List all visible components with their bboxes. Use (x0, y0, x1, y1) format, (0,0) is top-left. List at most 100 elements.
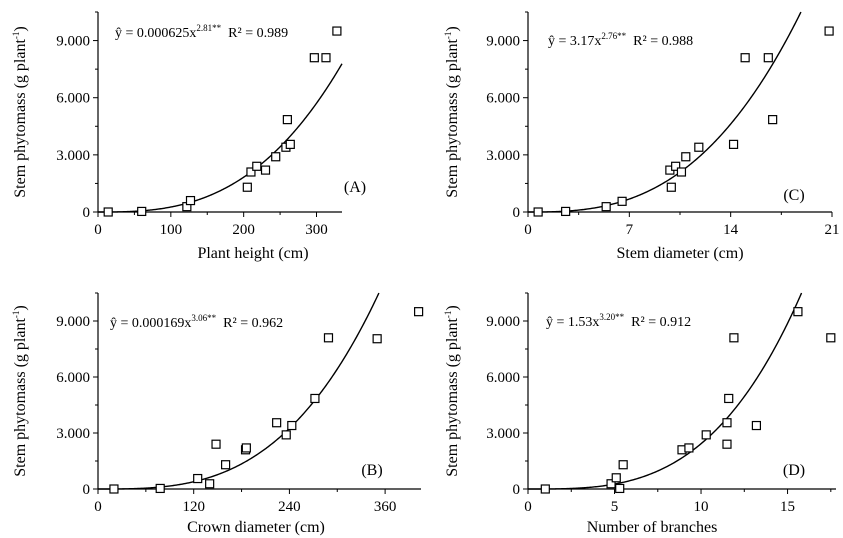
x-tick-label: 360 (374, 499, 397, 515)
y-tick-label: 0 (83, 205, 91, 221)
y-tick-label: 0 (513, 482, 521, 498)
chart-panel-4: 0 3.000 6.000 9.000 0 5 10 15 Number of branches… (443, 292, 836, 536)
fit-curve (98, 292, 380, 490)
x-tick-label: 10 (694, 499, 709, 515)
y-tick-label: 6.000 (56, 370, 90, 386)
data-point (285, 139, 295, 149)
data-point (751, 420, 762, 431)
x-tick-label: 0 (94, 499, 102, 515)
fit-curve (528, 292, 803, 490)
data-point (271, 152, 281, 162)
data-point (611, 473, 621, 483)
data-point (281, 430, 291, 440)
data-point (540, 484, 550, 494)
y-axis-label: Stem phytomass (g plant-1) (443, 305, 461, 476)
y-tick-label: 3.000 (56, 426, 90, 442)
y-tick-label: 3.000 (486, 148, 520, 164)
data-point (666, 182, 676, 192)
data-point (109, 484, 119, 494)
data-point (793, 307, 803, 317)
regression-equation: ŷ = 1.53x3.20** R² = 0.912 (546, 312, 691, 330)
data-point (272, 418, 282, 428)
y-tick-label: 0 (83, 482, 91, 498)
data-point (824, 26, 834, 36)
y-tick-label: 9.000 (486, 34, 520, 50)
data-point (205, 479, 215, 489)
data-point (681, 152, 691, 162)
data-point (246, 167, 256, 177)
x-tick-label: 0 (524, 499, 532, 515)
data-point (601, 202, 611, 212)
data-point (332, 26, 342, 36)
y-tick-label: 6.000 (56, 91, 90, 107)
data-point (740, 53, 750, 63)
data-point (694, 142, 704, 152)
data-point (729, 333, 739, 343)
chart-panel-3: 0 3.000 6.000 9.000 0 120 240 360 Crown diameter… (11, 292, 424, 536)
y-tick-label: 0 (513, 205, 521, 221)
data-point (321, 53, 331, 63)
x-tick-label: 200 (232, 222, 255, 238)
chart-panel-1: 0 3.000 6.000 9.000 0 100 200 300 Plant height (… (11, 11, 366, 262)
y-tick-label: 9.000 (486, 314, 520, 330)
x-tick-label: 300 (305, 222, 328, 238)
panel-label: (B) (361, 462, 382, 479)
data-point (561, 206, 571, 217)
data-point (193, 473, 203, 484)
data-point (617, 196, 627, 206)
y-axis-label: Stem phytomass (g plant-1) (11, 26, 29, 197)
fit-curve (528, 11, 802, 213)
regression-equation: ŷ = 3.17x2.76** R² = 0.988 (548, 31, 693, 49)
data-point (221, 460, 231, 470)
panel-label: (C) (783, 187, 804, 204)
x-tick-label: 7 (626, 222, 634, 238)
regression-equation: ŷ = 0.000169x3.06** R² = 0.962 (110, 313, 283, 331)
regression-equation: ŷ = 0.000625x2.81** R² = 0.989 (115, 23, 288, 41)
data-point (728, 139, 739, 149)
data-point (763, 53, 773, 63)
y-axis-label: Stem phytomass (g plant-1) (11, 305, 29, 476)
data-point (282, 115, 292, 125)
data-point (618, 460, 628, 470)
y-tick-label: 6.000 (486, 91, 520, 107)
panel-label: (A) (344, 179, 366, 196)
data-point (826, 333, 836, 343)
x-tick-label: 100 (160, 222, 183, 238)
x-tick-label: 15 (780, 499, 795, 515)
data-point (606, 479, 616, 489)
fit-curve (98, 63, 343, 213)
x-tick-label: 0 (94, 222, 102, 238)
x-axis-label: Plant height (cm) (197, 245, 308, 262)
data-point (137, 206, 147, 217)
x-axis-label: Crown diameter (cm) (187, 519, 325, 536)
y-tick-label: 3.000 (56, 148, 90, 164)
y-tick-label: 3.000 (486, 426, 520, 442)
x-axis-label: Stem diameter (cm) (616, 245, 743, 262)
data-point (309, 53, 319, 63)
y-tick-label: 9.000 (56, 34, 90, 50)
x-tick-label: 0 (524, 222, 532, 238)
data-point (211, 439, 221, 449)
data-point (724, 393, 734, 404)
data-point (676, 167, 687, 177)
data-point (310, 393, 320, 404)
data-point (722, 418, 732, 428)
data-point (287, 420, 297, 431)
panel-label: (D) (783, 462, 805, 479)
x-tick-label: 120 (182, 499, 205, 515)
data-point (260, 165, 271, 175)
data-point (185, 195, 196, 206)
x-tick-label: 14 (723, 222, 739, 238)
data-point (242, 182, 252, 192)
y-axis-label: Stem phytomass (g plant-1) (443, 26, 461, 197)
data-point (323, 333, 334, 343)
data-point (722, 439, 732, 449)
data-point (103, 207, 113, 217)
data-point (372, 334, 382, 344)
x-tick-label: 21 (825, 222, 840, 238)
data-point (241, 443, 251, 453)
data-point (414, 307, 424, 317)
data-point (615, 483, 625, 494)
y-tick-label: 9.000 (56, 314, 90, 330)
